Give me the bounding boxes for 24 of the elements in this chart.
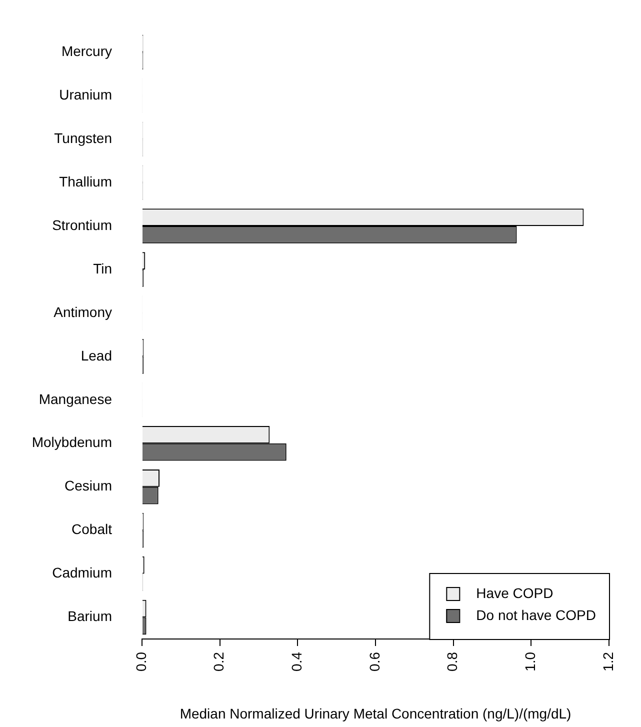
x-tick-label: 0.6	[366, 652, 382, 672]
y-tick-label: Uranium	[59, 86, 112, 102]
x-axis-title: Median Normalized Urinary Metal Concentration (ng/L)/(mg/dL)	[180, 705, 572, 722]
y-tick-label: Mercury	[61, 42, 112, 59]
y-tick-label: Tin	[93, 260, 112, 276]
y-tick-label: Cadmium	[52, 564, 112, 581]
y-tick-label: Cobalt	[72, 521, 112, 538]
y-tick-label: Tungsten	[54, 130, 112, 146]
y-tick-label: Cesium	[64, 478, 112, 494]
y-tick-label: Molybdenum	[32, 434, 112, 450]
x-tick-label: 0.8	[444, 652, 460, 672]
legend-label: Do not have COPD	[476, 606, 596, 623]
x-tick-label: 0.0	[132, 652, 149, 672]
y-tick-label: Antimony	[54, 304, 112, 320]
x-tick-label: 0.4	[288, 652, 305, 672]
x-tick-label: 1.2	[600, 652, 616, 672]
y-tick-label: Thallium	[59, 173, 112, 190]
legend-label: Have COPD	[476, 584, 554, 601]
x-tick-label: 0.2	[210, 652, 227, 672]
x-tick-label: 1.0	[522, 652, 538, 672]
y-tick-label: Lead	[80, 347, 112, 364]
y-tick-label: Manganese	[38, 390, 112, 407]
y-tick-label: Strontium	[52, 216, 112, 233]
y-tick-label: Barium	[68, 608, 112, 624]
